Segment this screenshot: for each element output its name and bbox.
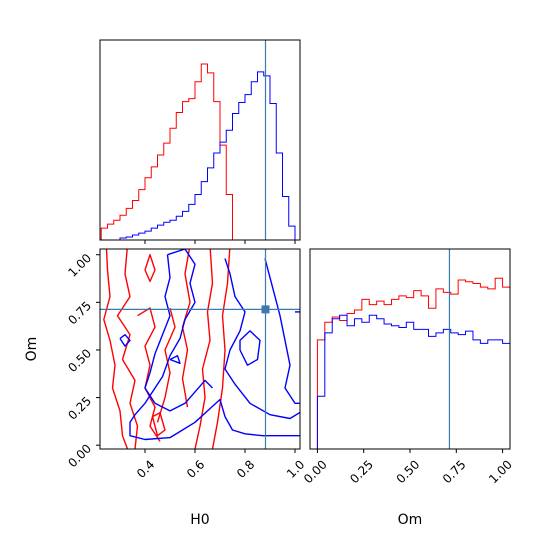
red-contour-6 (211, 249, 231, 449)
om-x-tick-label-1: 0.25 (347, 457, 376, 486)
blue-contour-2 (224, 258, 300, 420)
h0-hist-series-1 (101, 71, 300, 240)
om-hist-series-0 (316, 277, 510, 449)
om-x-tick-label-3: 0.75 (440, 457, 469, 486)
om-tick-label-0: 0.00 (65, 441, 94, 470)
red-contour-2 (137, 307, 161, 442)
h0-tick-label-1: 0.6 (184, 457, 207, 480)
h0-tick-label-0: 0.4 (134, 457, 157, 480)
om-hist-series-1 (316, 314, 510, 449)
om-x-tick-label-0: 0.00 (301, 457, 330, 486)
x-axis-label-h0: H0 (190, 512, 209, 528)
blue-contour-0 (129, 249, 300, 441)
om-tick-label-4: 1.00 (65, 251, 94, 280)
red-contour-1 (116, 249, 139, 449)
om-histogram-frame (309, 248, 511, 450)
om-tick-label-3: 0.75 (65, 299, 94, 328)
om-tick-label-2: 0.50 (65, 346, 94, 375)
blue-contour-1 (144, 254, 213, 412)
blue-contour-3 (239, 330, 261, 366)
red-contour-0 (103, 249, 129, 449)
h0-hist-series-0 (100, 63, 300, 240)
om-tick-label-1: 0.25 (65, 394, 94, 423)
red-contour-8 (151, 412, 166, 437)
red-contour-7 (144, 254, 156, 283)
h0-tick-label-2: 0.8 (234, 457, 257, 480)
truth-marker (261, 305, 270, 314)
blue-contour-6 (169, 355, 181, 364)
om-x-tick-label-4: 1.00 (486, 457, 515, 486)
x-axis-label-om: Om (398, 512, 423, 528)
om-x-tick-label-2: 0.50 (394, 457, 423, 486)
h0-histogram-panel (100, 63, 300, 240)
blue-contour-4 (264, 258, 300, 404)
contour-panel (103, 249, 300, 449)
y-axis-label-om: Om (24, 337, 40, 362)
contour-frame (99, 248, 301, 450)
red-contour-5 (194, 249, 214, 449)
blue-contour-5 (119, 334, 131, 347)
om-histogram-panel (316, 277, 510, 449)
h0-histogram-frame (99, 39, 301, 241)
